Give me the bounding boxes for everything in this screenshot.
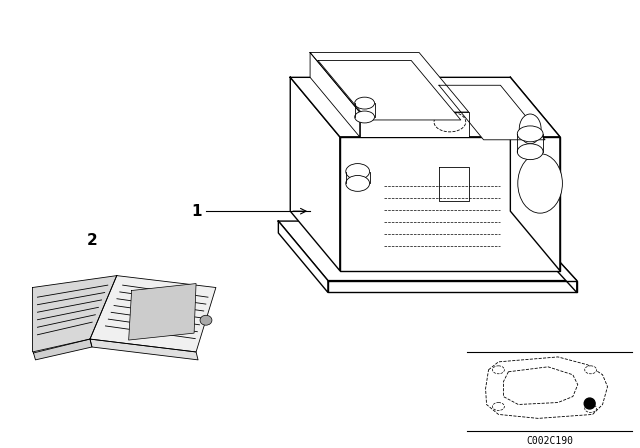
Ellipse shape <box>585 366 596 374</box>
Polygon shape <box>522 221 577 293</box>
Polygon shape <box>310 52 468 112</box>
Polygon shape <box>328 280 577 293</box>
Text: 2: 2 <box>86 233 97 249</box>
Ellipse shape <box>434 112 466 132</box>
Ellipse shape <box>519 114 541 144</box>
Ellipse shape <box>517 126 543 142</box>
Polygon shape <box>90 276 216 352</box>
Polygon shape <box>439 167 468 201</box>
Polygon shape <box>340 137 560 271</box>
Polygon shape <box>510 78 560 271</box>
Polygon shape <box>278 221 577 280</box>
Ellipse shape <box>346 176 369 191</box>
Polygon shape <box>129 284 196 340</box>
Ellipse shape <box>517 144 543 159</box>
Polygon shape <box>360 112 468 137</box>
Polygon shape <box>291 78 340 271</box>
Ellipse shape <box>346 164 369 180</box>
Polygon shape <box>439 85 545 140</box>
Text: C002C190: C002C190 <box>527 436 573 446</box>
Ellipse shape <box>493 366 504 374</box>
Polygon shape <box>310 52 360 137</box>
Ellipse shape <box>355 111 374 123</box>
Ellipse shape <box>493 402 504 410</box>
Ellipse shape <box>355 97 374 109</box>
Polygon shape <box>90 339 198 360</box>
Ellipse shape <box>584 398 595 409</box>
Polygon shape <box>291 78 560 137</box>
Polygon shape <box>33 276 116 352</box>
Ellipse shape <box>518 154 563 213</box>
Ellipse shape <box>585 405 596 413</box>
Polygon shape <box>318 60 461 120</box>
Polygon shape <box>33 339 92 360</box>
Ellipse shape <box>200 315 212 325</box>
Polygon shape <box>278 221 328 293</box>
Text: 1: 1 <box>191 204 202 219</box>
